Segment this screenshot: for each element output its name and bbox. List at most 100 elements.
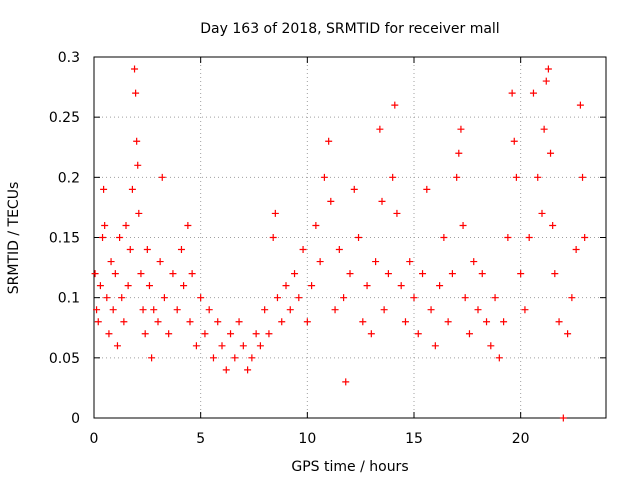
data-point [286,306,294,314]
data-point [209,354,217,362]
data-point [568,294,576,302]
data-point [419,270,427,278]
data-point [265,330,273,338]
data-point [380,306,388,314]
data-point [457,125,465,133]
data-point [316,258,324,266]
data-point [96,282,104,290]
data-point [148,354,156,362]
y-tick-label: 0.1 [58,291,80,307]
data-point [555,318,563,326]
data-point [406,258,414,266]
data-point [453,173,461,181]
data-point [512,173,520,181]
data-point [540,125,548,133]
data-point [214,318,222,326]
data-point [538,209,546,217]
data-point [465,330,473,338]
data-point [414,330,422,338]
data-point [564,330,572,338]
data-point [261,306,269,314]
data-point [132,89,140,97]
data-point [248,354,256,362]
data-point [320,173,328,181]
data-point [269,234,277,241]
data-points [91,65,589,422]
data-point [367,330,375,338]
data-point [483,318,491,326]
data-point [504,234,512,241]
data-point [139,306,147,314]
data-point [436,282,444,290]
data-point [124,282,132,290]
data-point [91,270,99,278]
data-point [118,294,126,302]
data-point [128,185,136,193]
y-tick-label: 0 [71,411,80,427]
data-point [510,137,518,145]
data-point [134,161,142,169]
data-point [517,270,525,278]
x-tick-label: 10 [298,431,316,447]
data-point [423,185,431,193]
data-point [372,258,380,266]
data-point [391,101,399,109]
data-point [521,306,529,314]
data-point [491,294,499,302]
data-point [410,294,418,302]
data-point [327,197,335,205]
data-point [363,282,371,290]
data-point [559,414,567,422]
data-point [100,185,108,193]
data-point [427,306,435,314]
x-tick-label: 5 [196,431,205,447]
data-point [389,173,397,181]
data-point [525,234,533,241]
data-point [192,342,200,350]
data-point [376,125,384,133]
data-point [105,330,113,338]
data-point [94,318,102,326]
data-point [271,209,279,217]
data-point [239,342,247,350]
data-point [227,330,235,338]
data-point [495,354,503,362]
data-point [235,318,243,326]
data-point [116,234,124,241]
data-point [542,77,550,85]
data-point [244,366,252,374]
x-tick-label: 0 [90,431,99,447]
data-point [431,342,439,350]
data-point [99,234,107,241]
data-point [346,270,354,278]
data-point [222,366,230,374]
data-point [312,221,320,229]
data-point [145,282,153,290]
data-point [440,234,448,241]
data-point [291,270,299,278]
data-point [160,294,168,302]
data-point [308,282,316,290]
data-point [107,258,115,266]
y-tick-label: 0.2 [58,170,80,186]
data-point [529,89,537,97]
data-point [572,246,580,254]
data-point [397,282,405,290]
data-point [158,173,166,181]
data-point [120,318,128,326]
data-point [534,173,542,181]
y-tick-label: 0.15 [49,231,80,247]
data-point [350,185,358,193]
data-point [325,137,333,145]
data-point [231,354,239,362]
data-point [278,318,286,326]
data-point [474,306,482,314]
data-point [549,221,557,229]
data-point [218,342,226,350]
data-point [378,197,386,205]
data-point [282,282,290,290]
data-point [126,246,134,254]
data-point [186,318,194,326]
y-tick-label: 0.25 [49,110,80,126]
